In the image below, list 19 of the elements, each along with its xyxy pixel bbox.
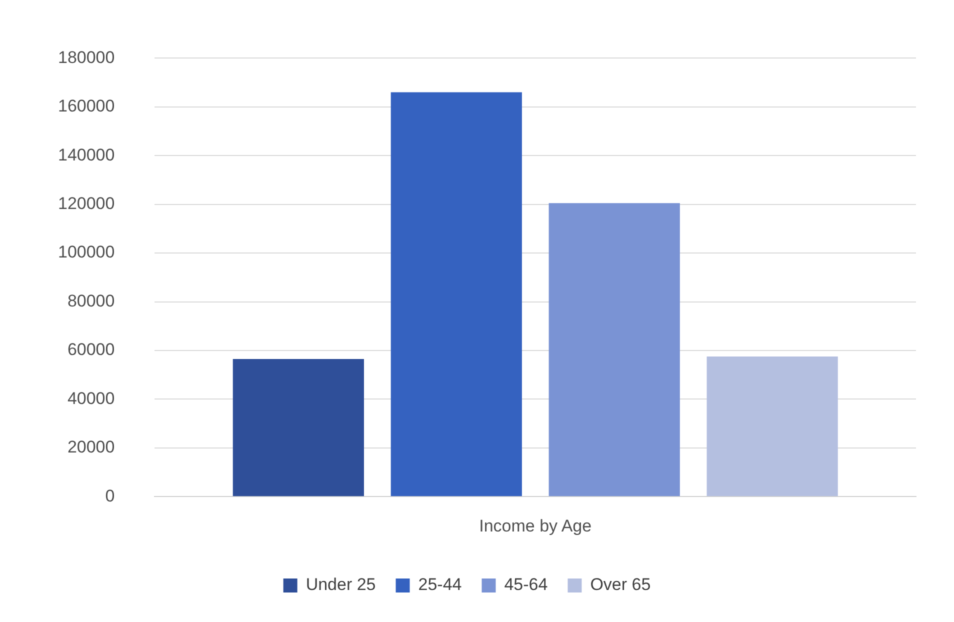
legend-label: Over 65: [590, 575, 651, 594]
y-tick-label: 60000: [67, 340, 115, 360]
legend-label: 45-64: [504, 575, 548, 594]
bar: [390, 92, 522, 496]
y-tick-label: 80000: [67, 291, 115, 310]
y-tick-label: 100000: [58, 242, 115, 262]
x-tick-label: Income by Age: [479, 516, 592, 536]
legend-label: Under 25: [306, 575, 376, 594]
y-tick-label: 180000: [58, 48, 115, 67]
y-tick-label: 0: [105, 486, 115, 506]
y-tick-label: 120000: [58, 194, 115, 214]
y-tick-label: 160000: [58, 96, 115, 116]
y-tick-label: 140000: [58, 145, 115, 164]
bar: [706, 356, 838, 496]
y-tick-label: 20000: [67, 438, 115, 457]
bar: [232, 358, 364, 496]
legend-label: 25-44: [418, 575, 462, 594]
y-tick-label: 40000: [67, 388, 115, 408]
bar: [548, 203, 680, 496]
